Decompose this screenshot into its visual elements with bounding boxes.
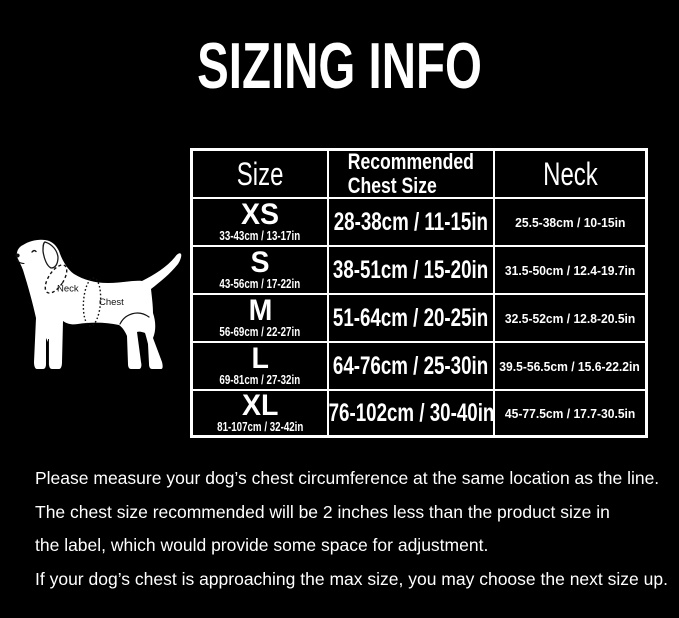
neck-value: 45-77.5cm / 17.7-30.5in xyxy=(504,405,636,421)
chest-value: 38-51cm / 15-20in xyxy=(333,255,489,284)
note-line: If your dog’s chest is approaching the m… xyxy=(35,568,668,589)
size-code: L xyxy=(251,343,269,375)
dog-nose xyxy=(15,253,20,258)
table-row-m-chest: 51-64cm / 20-25in xyxy=(329,295,493,341)
sizing-table: Size Recommended Chest Size Neck XS 33-4… xyxy=(190,148,648,438)
page-title: SIZING INFO xyxy=(197,29,482,102)
table-row-s-size: S 43-56cm / 17-22in xyxy=(193,247,327,293)
header-neck-label: Neck xyxy=(542,155,598,192)
table-row-xl-size: XL 81-107cm / 32-42in xyxy=(193,391,327,435)
table-row-l-size: L 69-81cm / 27-32in xyxy=(193,343,327,389)
note-line: the label, which would provide some spac… xyxy=(35,535,489,555)
header-size-label: Size xyxy=(236,155,284,192)
chest-value: 76-102cm / 30-40in xyxy=(329,398,493,427)
neck-value: 31.5-50cm / 12.4-19.7in xyxy=(504,262,636,278)
size-code: M xyxy=(248,295,272,327)
neck-value: 39.5-56.5cm / 15.6-22.2in xyxy=(499,358,641,374)
dog-mouth xyxy=(16,259,25,265)
note-line: Please measure your dog’s chest circumfe… xyxy=(35,468,660,488)
table-row-s-neck: 31.5-50cm / 12.4-19.7in xyxy=(495,247,645,293)
size-code: S xyxy=(250,247,270,279)
dog-eye xyxy=(31,249,37,253)
size-range: 69-81cm / 27-32in xyxy=(219,373,301,388)
size-range: 81-107cm / 32-42in xyxy=(216,420,304,435)
table-row-xs-size: XS 33-43cm / 13-17in xyxy=(193,199,327,245)
neck-value: 32.5-52cm / 12.8-20.5in xyxy=(504,310,636,326)
size-range: 56-69cm / 22-27in xyxy=(219,325,301,340)
header-chest-line1: Recommended xyxy=(347,151,475,175)
measurement-notes: Please measure your dog’s chest circumfe… xyxy=(35,462,668,596)
chest-value: 64-76cm / 25-30in xyxy=(333,351,489,380)
table-row-xs-neck: 25.5-38cm / 10-15in xyxy=(495,199,645,245)
table-row-xl-chest: 76-102cm / 30-40in xyxy=(329,391,493,435)
chest-value: 51-64cm / 20-25in xyxy=(333,303,489,332)
chest-label: Chest xyxy=(99,297,124,308)
header-chest: Recommended Chest Size xyxy=(329,151,493,197)
size-range: 43-56cm / 17-22in xyxy=(219,277,301,292)
size-code: XL xyxy=(241,391,279,422)
dog-thigh-line xyxy=(119,312,150,325)
dog-illustration-icon: Neck Chest xyxy=(15,239,182,369)
dog-ear xyxy=(42,241,59,269)
size-code: XS xyxy=(240,199,280,231)
header-size: Size xyxy=(193,151,327,197)
neck-label: Neck xyxy=(57,284,79,295)
neck-measure-band xyxy=(44,264,68,294)
neck-value: 25.5-38cm / 10-15in xyxy=(514,214,626,230)
table-row-m-neck: 32.5-52cm / 12.8-20.5in xyxy=(495,295,645,341)
table-row-m-size: M 56-69cm / 22-27in xyxy=(193,295,327,341)
chest-value: 28-38cm / 11-15in xyxy=(333,207,489,236)
chest-measure-band xyxy=(82,277,102,327)
table-row-l-neck: 39.5-56.5cm / 15.6-22.2in xyxy=(495,343,645,389)
table-row-xl-neck: 45-77.5cm / 17.7-30.5in xyxy=(495,391,645,435)
table-row-xs-chest: 28-38cm / 11-15in xyxy=(329,199,493,245)
dog-measurement-diagram: Neck Chest xyxy=(12,238,184,374)
note-line: The chest size recommended will be 2 inc… xyxy=(35,501,610,522)
header-chest-line2: Chest Size xyxy=(347,173,437,197)
table-row-s-chest: 38-51cm / 15-20in xyxy=(329,247,493,293)
size-range: 33-43cm / 13-17in xyxy=(219,229,301,244)
header-neck: Neck xyxy=(495,151,645,197)
table-row-l-chest: 64-76cm / 25-30in xyxy=(329,343,493,389)
